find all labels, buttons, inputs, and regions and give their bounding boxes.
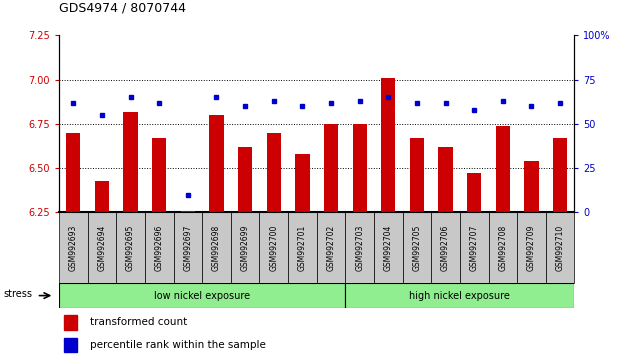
Text: GSM992702: GSM992702 xyxy=(327,225,335,271)
Bar xyxy=(402,212,431,283)
Bar xyxy=(438,147,453,212)
Bar xyxy=(374,212,402,283)
Bar xyxy=(467,173,481,212)
Bar xyxy=(288,212,317,283)
Text: high nickel exposure: high nickel exposure xyxy=(409,291,510,301)
Text: GSM992696: GSM992696 xyxy=(155,224,164,271)
Text: GSM992710: GSM992710 xyxy=(556,225,564,271)
Bar xyxy=(202,212,231,283)
Bar xyxy=(496,126,510,212)
Bar xyxy=(553,138,567,212)
Bar xyxy=(324,124,338,212)
Text: GSM992709: GSM992709 xyxy=(527,224,536,271)
Text: low nickel exposure: low nickel exposure xyxy=(154,291,250,301)
Text: GSM992694: GSM992694 xyxy=(97,224,106,271)
Bar xyxy=(517,212,546,283)
Text: percentile rank within the sample: percentile rank within the sample xyxy=(90,340,266,350)
Text: transformed count: transformed count xyxy=(90,317,187,327)
Bar xyxy=(95,181,109,212)
Bar xyxy=(345,283,574,308)
Text: GSM992700: GSM992700 xyxy=(270,224,278,271)
Text: GSM992701: GSM992701 xyxy=(298,225,307,271)
Bar xyxy=(64,315,76,330)
Bar xyxy=(64,338,76,352)
Bar xyxy=(295,154,309,212)
Bar xyxy=(145,212,173,283)
Text: stress: stress xyxy=(3,289,32,299)
Text: GSM992708: GSM992708 xyxy=(498,225,507,271)
Text: GSM992706: GSM992706 xyxy=(441,224,450,271)
Bar xyxy=(431,212,460,283)
Bar xyxy=(260,212,288,283)
Bar xyxy=(381,78,396,212)
Bar xyxy=(231,212,260,283)
Bar xyxy=(345,212,374,283)
Bar xyxy=(173,212,202,283)
Bar xyxy=(317,212,345,283)
Text: GSM992707: GSM992707 xyxy=(469,224,479,271)
Text: GSM992695: GSM992695 xyxy=(126,224,135,271)
Text: GDS4974 / 8070744: GDS4974 / 8070744 xyxy=(59,1,186,14)
Bar xyxy=(546,212,574,283)
Bar xyxy=(116,212,145,283)
Bar xyxy=(59,212,88,283)
Bar xyxy=(124,112,138,212)
Bar xyxy=(181,211,195,212)
Bar xyxy=(410,138,424,212)
Bar xyxy=(489,212,517,283)
Text: GSM992698: GSM992698 xyxy=(212,225,221,271)
Text: GSM992705: GSM992705 xyxy=(412,224,422,271)
Bar xyxy=(209,115,224,212)
Text: GSM992703: GSM992703 xyxy=(355,224,364,271)
Bar xyxy=(88,212,116,283)
Bar xyxy=(353,124,367,212)
Bar xyxy=(266,133,281,212)
Bar xyxy=(152,138,166,212)
Bar xyxy=(524,161,538,212)
Bar xyxy=(460,212,489,283)
Bar xyxy=(59,283,345,308)
Bar xyxy=(238,147,252,212)
Text: GSM992697: GSM992697 xyxy=(183,224,193,271)
Text: GSM992693: GSM992693 xyxy=(69,224,78,271)
Text: GSM992699: GSM992699 xyxy=(240,224,250,271)
Text: GSM992704: GSM992704 xyxy=(384,224,393,271)
Bar xyxy=(66,133,81,212)
